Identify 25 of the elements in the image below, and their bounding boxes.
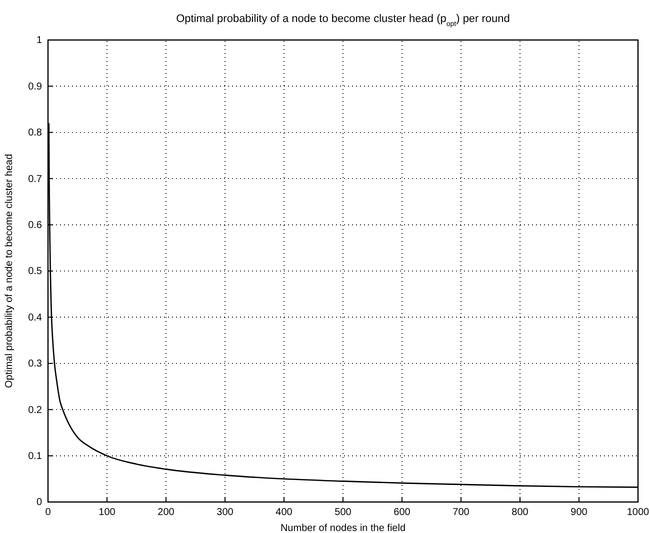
x-tick-label: 900 bbox=[570, 507, 588, 518]
x-tick-label: 200 bbox=[158, 507, 175, 518]
x-tick-label: 100 bbox=[98, 507, 116, 518]
y-axis-title: Optimal probability of a node to become cluster head bbox=[4, 154, 15, 388]
x-tick-label: 1000 bbox=[626, 507, 650, 518]
y-tick-label: 0.3 bbox=[28, 358, 42, 370]
y-tick-label: 1 bbox=[36, 35, 42, 46]
y-tick-label: 0.8 bbox=[28, 128, 42, 139]
y-tick-label: 0.7 bbox=[28, 174, 42, 185]
x-tick-label: 0 bbox=[45, 507, 52, 518]
x-tick-label: 600 bbox=[394, 507, 411, 518]
y-tick-label: 0.6 bbox=[28, 220, 42, 231]
y-tick-label: 0.9 bbox=[28, 81, 42, 92]
x-tick-label: 400 bbox=[276, 507, 293, 518]
y-tick-label: 0.1 bbox=[28, 451, 42, 462]
x-tick-label: 500 bbox=[334, 507, 352, 518]
x-axis-title: Number of nodes in the field bbox=[280, 523, 406, 533]
y-tick-label: 0.4 bbox=[28, 312, 42, 324]
y-tick-label: 0.2 bbox=[28, 404, 42, 416]
y-tick-label: 0 bbox=[36, 497, 42, 508]
y-tick-label: 0.5 bbox=[28, 266, 42, 278]
chart-title: Optimal probability of a node to become cluster head (p$_{opt}$) per round bbox=[176, 13, 510, 28]
x-tick-label: 800 bbox=[512, 507, 529, 518]
x-tick-label: 300 bbox=[216, 507, 234, 518]
x-tick-label: 700 bbox=[452, 507, 470, 518]
